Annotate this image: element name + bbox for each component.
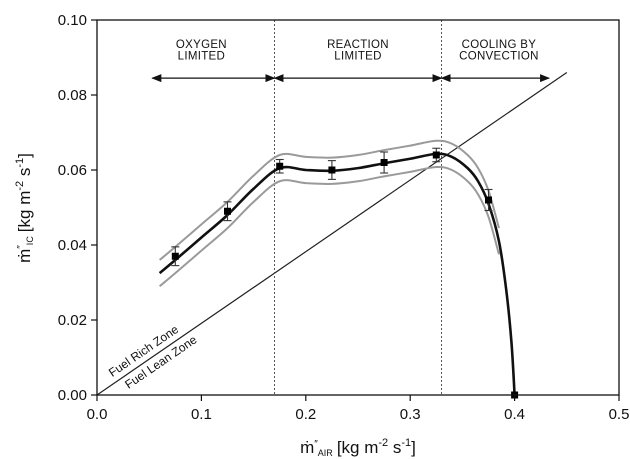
data-point — [328, 166, 336, 174]
x-tick-label: 0.4 — [504, 406, 525, 423]
confidence-band-upper — [158, 139, 500, 261]
x-axis-title: ṁ″AIR [kg m-2 s-1] — [300, 437, 416, 458]
y-tick-label: 0.10 — [58, 12, 87, 29]
region-label: OXYGEN — [176, 39, 227, 51]
data-point — [432, 151, 440, 159]
region-label: COOLING BY — [462, 39, 537, 51]
y-tick-label: 0.02 — [58, 312, 87, 329]
x-tick-label: 0.3 — [400, 406, 421, 423]
x-tick-label: 0.1 — [191, 406, 212, 423]
confidence-band-lower — [158, 165, 500, 288]
x-tick-label: 0.0 — [87, 406, 108, 423]
y-tick-label: 0.06 — [58, 162, 87, 179]
fit-curve — [158, 152, 516, 396]
x-tick-label: 0.5 — [609, 406, 630, 423]
plot-frame — [96, 19, 620, 396]
region-label: REACTION — [327, 39, 389, 51]
region-label: LIMITED — [178, 50, 225, 62]
data-point — [485, 196, 492, 204]
data-point — [171, 252, 179, 260]
region-label: CONVECTION — [459, 50, 539, 62]
region-label: LIMITED — [334, 50, 381, 62]
y-tick-label: 0.04 — [58, 237, 87, 254]
x-tick-label: 0.2 — [295, 406, 316, 423]
stoichiometric-line — [96, 72, 568, 396]
y-axis-title: ṁ″IC[kg m-2 s-1] — [14, 153, 35, 263]
data-point — [224, 207, 231, 215]
data-point — [380, 159, 388, 166]
y-tick-label: 0.08 — [58, 87, 87, 104]
data-point — [276, 162, 284, 170]
y-tick-label: 0.00 — [58, 387, 87, 404]
